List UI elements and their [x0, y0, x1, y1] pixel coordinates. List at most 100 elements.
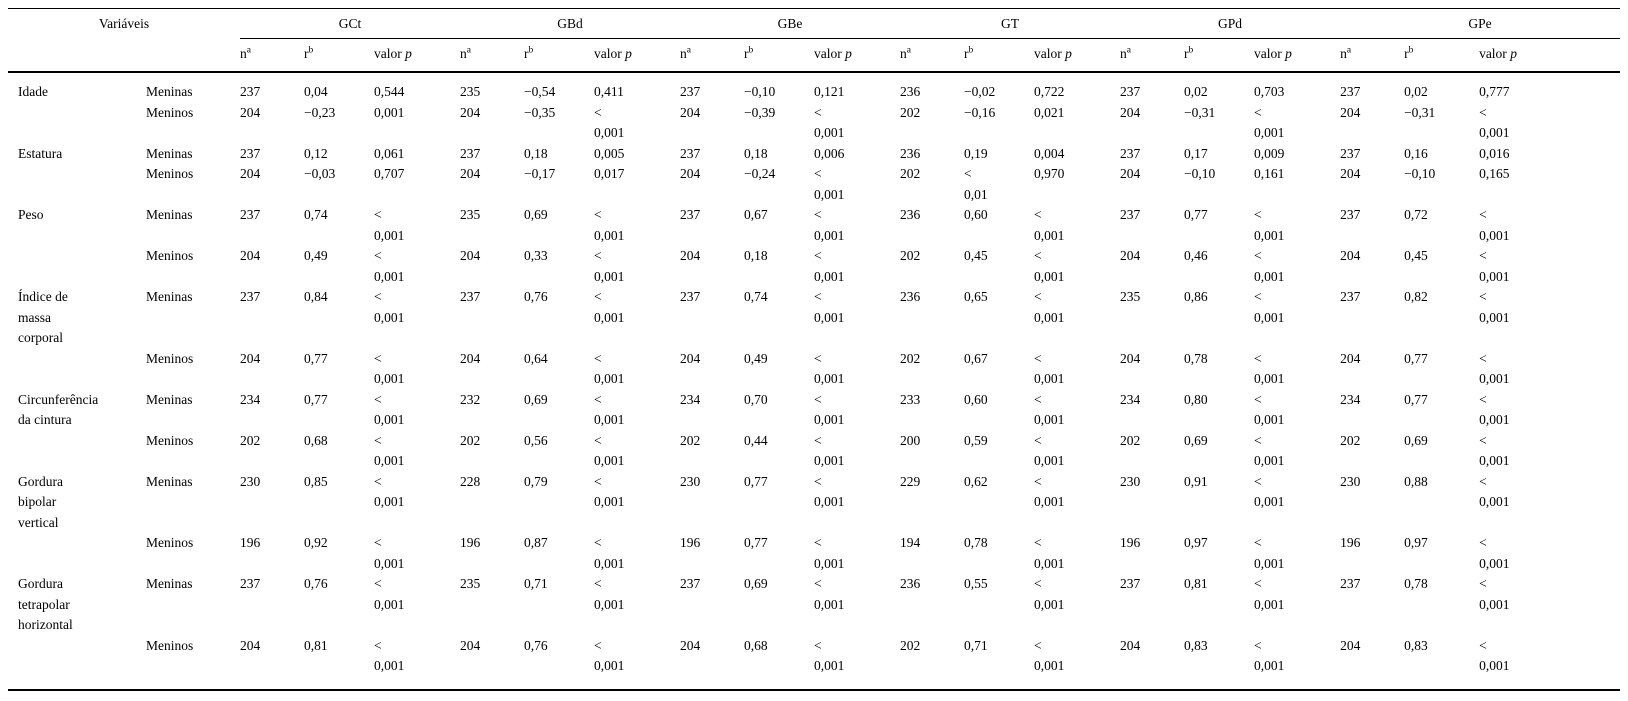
n-value-cell-gbe: 237: [680, 84, 701, 99]
subheader-n-gct: na: [240, 38, 305, 73]
r-value-cell-gpe: 0,45: [1404, 248, 1428, 263]
p-value-cell-gpd: 0,703: [1254, 84, 1285, 99]
subheader-n-gpe: na: [1340, 38, 1405, 73]
p-value-cell-gct: 0,707: [374, 166, 405, 181]
r-value-cell-gbd: 0,87: [524, 535, 548, 550]
r-value-cell-gct: 0,77: [304, 350, 328, 366]
n-value-cell-gbe: 234: [680, 391, 701, 407]
subheader-p-gt: valor p: [1034, 38, 1121, 73]
p-value-cell-gpd: <0,001: [1254, 207, 1285, 243]
n-value-cell-gbd: 204: [460, 104, 481, 120]
p-value-cell-gt: 0,021: [1034, 104, 1065, 120]
p-value-cell-gct: <0,001: [374, 248, 405, 284]
variable-cell: Circunferência da cintura: [18, 391, 99, 428]
variable-cell: [8, 431, 146, 472]
subheader-p-gbe: valor p: [814, 38, 901, 73]
n-value-cell-gt: 236: [900, 84, 921, 99]
sex-cell: Meninas: [146, 84, 193, 99]
p-value-cell-gbe: 0,006: [814, 145, 845, 161]
r-value-cell-gct: 0,84: [304, 289, 328, 304]
p-value-cell-gpe: <0,001: [1479, 289, 1510, 325]
r-value-cell-gpd: 0,78: [1184, 350, 1208, 366]
p-value-cell-gt: <0,001: [1034, 637, 1065, 674]
sex-cell: Meninas: [146, 473, 193, 489]
r-value-cell-gt: 0,65: [964, 289, 988, 304]
p-value-cell-gt: <0,001: [1034, 432, 1065, 469]
p-value-cell-gbd: <0,001: [594, 576, 625, 612]
p-value-cell-gt: <0,001: [1034, 391, 1065, 428]
p-value-cell-gbe: 0,121: [814, 84, 845, 99]
n-value-cell-gbd: 204: [460, 166, 481, 181]
subheader-r-gct: rb: [304, 38, 375, 73]
r-value-cell-gbe: 0,18: [744, 145, 768, 161]
p-value-cell-gct: <0,001: [374, 350, 405, 387]
n-value-cell-gct: 204: [240, 637, 261, 653]
n-value-cell-gbd: 232: [460, 391, 481, 407]
n-value-cell-gct: 237: [240, 145, 261, 161]
n-value-cell-gpe: 230: [1340, 473, 1361, 489]
r-value-cell-gpd: 0,97: [1184, 535, 1208, 550]
n-value-cell-gpd: 204: [1120, 104, 1141, 120]
subheader-p-gbd: valor p: [594, 38, 681, 73]
group-header-gpe: GPe: [1340, 8, 1620, 39]
n-value-cell-gpd: 237: [1120, 84, 1141, 99]
r-value-cell-gpd: 0,17: [1184, 145, 1208, 161]
sex-cell: Meninas: [146, 576, 193, 591]
r-value-cell-gbe: 0,67: [744, 207, 768, 222]
r-value-cell-gpd: 0,02: [1184, 84, 1208, 99]
n-value-cell-gct: 237: [240, 289, 261, 304]
r-value-cell-gbe: 0,70: [744, 391, 768, 407]
n-value-cell-gpe: 204: [1340, 104, 1361, 120]
n-superscript: a: [1346, 45, 1352, 56]
sex-cell: Meninas: [146, 207, 193, 222]
r-superscript: b: [1188, 45, 1194, 56]
p-italic: p: [1065, 46, 1072, 61]
r-value-cell-gct: 0,76: [304, 576, 328, 591]
r-value-cell-gbd: 0,79: [524, 473, 548, 489]
r-value-cell-gbd: 0,69: [524, 207, 548, 222]
n-value-cell-gbd: 235: [460, 576, 481, 591]
p-value-cell-gt: <0,001: [1034, 289, 1065, 325]
p-value-cell-gpe: <0,001: [1479, 350, 1510, 387]
n-value-cell-gpe: 202: [1340, 432, 1361, 448]
p-value-cell-gpd: <0,001: [1254, 391, 1285, 428]
group-header-gbe: GBe: [680, 8, 901, 39]
n-value-cell-gbd: 237: [460, 289, 481, 304]
p-value-cell-gpe: <0,001: [1479, 207, 1510, 243]
r-value-cell-gct: 0,85: [304, 473, 328, 489]
subheader-n-gbe: na: [680, 38, 745, 73]
p-value-cell-gpe: <0,001: [1479, 391, 1510, 428]
p-value-cell-gpe: <0,001: [1479, 637, 1510, 674]
n-value-cell-gpd: 237: [1120, 207, 1141, 222]
n-superscript: a: [906, 45, 912, 56]
n-value-cell-gpd: 237: [1120, 145, 1141, 161]
p-value-cell-gpd: <0,001: [1254, 104, 1285, 141]
p-value-cell-gpd: <0,001: [1254, 473, 1285, 510]
n-value-cell-gbe: 237: [680, 145, 701, 161]
group-header-gpd: GPd: [1120, 8, 1341, 39]
r-value-cell-gbd: −0,35: [524, 104, 556, 120]
variable-cell: Idade: [18, 84, 48, 99]
p-value-cell-gct: <0,001: [374, 432, 405, 469]
p-value-cell-gbd: <0,001: [594, 207, 625, 243]
n-value-cell-gpd: 204: [1120, 637, 1141, 653]
r-value-cell-gct: 0,68: [304, 432, 328, 448]
n-value-cell-gt: 202: [900, 166, 921, 181]
n-superscript: a: [246, 45, 251, 56]
sex-cell: Meninos: [146, 248, 194, 263]
table-row: Meninos 204 0,77 <0,001 204 0,64 <0,001 204 0,49…: [8, 349, 1620, 390]
subheader-n-gt: na: [900, 38, 965, 73]
p-value-cell-gpe: 0,165: [1479, 166, 1510, 181]
p-italic: p: [1285, 46, 1292, 61]
p-value-cell-gpe: <0,001: [1479, 535, 1510, 571]
table-body: Idade Meninas 237 0,04 0,544 235 −0,54 0,411 237…: [8, 72, 1620, 690]
r-value-cell-gbe: −0,39: [744, 104, 776, 120]
variable-cell: Índice de massa corporal: [18, 289, 68, 345]
n-value-cell-gct: 204: [240, 248, 261, 263]
n-value-cell-gt: 236: [900, 207, 921, 222]
variable-cell: Gordura tetrapolar horizontal: [18, 576, 73, 632]
n-value-cell-gbe: 204: [680, 166, 701, 181]
p-value-cell-gt: <0,001: [1034, 473, 1065, 510]
table-row: Idade Meninas 237 0,04 0,544 235 −0,54 0,411 237…: [8, 72, 1620, 103]
table-row: Meninos 196 0,92 <0,001 196 0,87 <0,001 196 0,77…: [8, 533, 1620, 574]
